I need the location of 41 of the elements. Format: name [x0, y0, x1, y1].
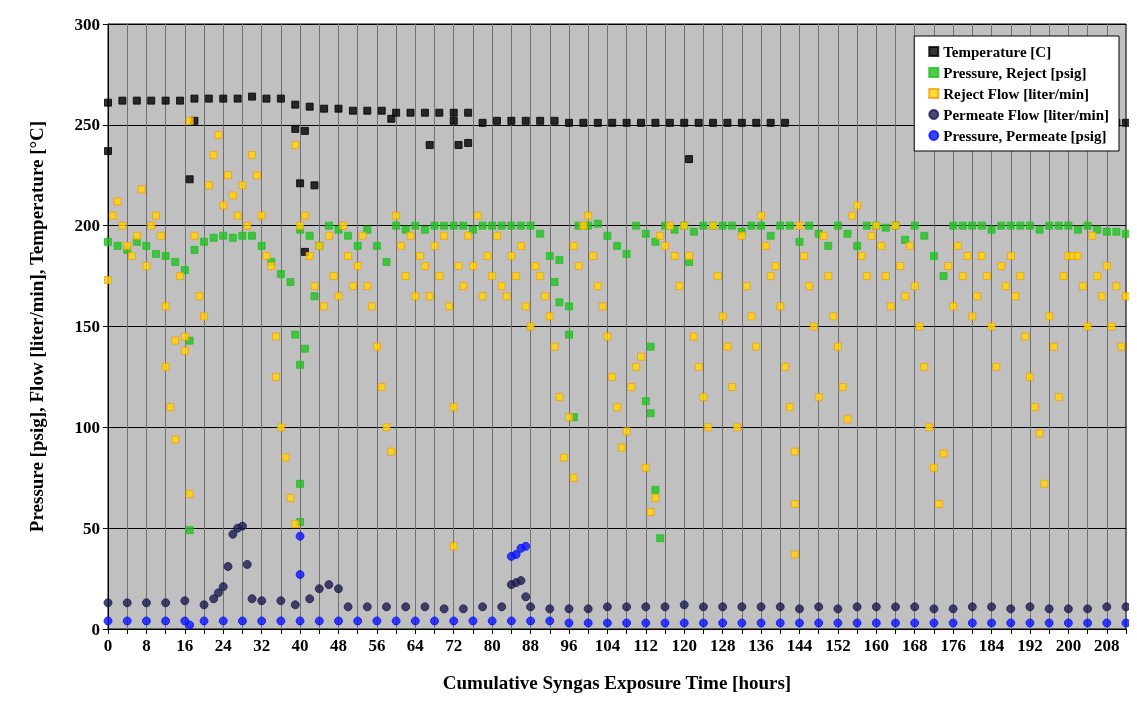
x-tick-label: 32 — [253, 636, 271, 655]
legend-label: Reject Flow [liter/min] — [943, 85, 1090, 102]
y-tick-label: 50 — [83, 518, 100, 538]
x-tick-label: 24 — [214, 636, 233, 655]
x-tick-label: 104 — [594, 636, 621, 655]
x-tick-label: 176 — [940, 636, 966, 655]
x-tick-label: 8 — [142, 636, 151, 655]
legend-label: Pressure, Permeate [psig] — [943, 127, 1107, 144]
y-tick-label: 0 — [91, 619, 100, 639]
x-tick-label: 208 — [1094, 636, 1120, 655]
x-tick-label: 112 — [633, 636, 659, 655]
legend-label: Temperature [C] — [943, 43, 1052, 60]
x-tick-label: 144 — [786, 636, 813, 655]
x-tick-label: 64 — [406, 636, 425, 655]
x-tick-label: 48 — [329, 636, 347, 655]
y-tick-label: 100 — [74, 417, 100, 437]
x-tick-label: 120 — [671, 636, 697, 655]
y-tick-label: 150 — [74, 317, 100, 336]
x-axis-title: Cumulative Syngas Exposure Time [hours] — [442, 672, 792, 693]
y-tick-label: 200 — [74, 216, 100, 236]
x-tick-label: 136 — [748, 636, 774, 655]
y-tick-label: 300 — [74, 14, 100, 34]
x-tick-label: 128 — [709, 636, 736, 655]
x-tick-label: 192 — [1017, 636, 1043, 655]
y-axis-title: Pressure [psig], Flow [liter/min], Temperature [°C] — [26, 120, 47, 533]
x-tick-label: 200 — [1055, 636, 1082, 655]
legend-label: Pressure, Reject [psig] — [943, 64, 1087, 81]
x-tick-label: 16 — [176, 636, 194, 655]
x-tick-label: 184 — [978, 636, 1005, 655]
y-tick-label: 250 — [74, 115, 100, 135]
x-tick-label: 0 — [103, 636, 113, 655]
x-tick-label: 40 — [291, 636, 309, 655]
x-tick-label: 88 — [522, 636, 540, 655]
x-tick-label: 152 — [825, 636, 851, 655]
x-tick-label: 96 — [560, 636, 578, 655]
x-tick-label: 56 — [368, 636, 386, 655]
x-tick-label: 168 — [901, 636, 928, 655]
x-tick-label: 80 — [483, 636, 501, 655]
legend-label: Permeate Flow [liter/min] — [943, 106, 1110, 123]
x-tick-label: 160 — [863, 636, 890, 655]
x-tick-label: 72 — [445, 636, 463, 655]
